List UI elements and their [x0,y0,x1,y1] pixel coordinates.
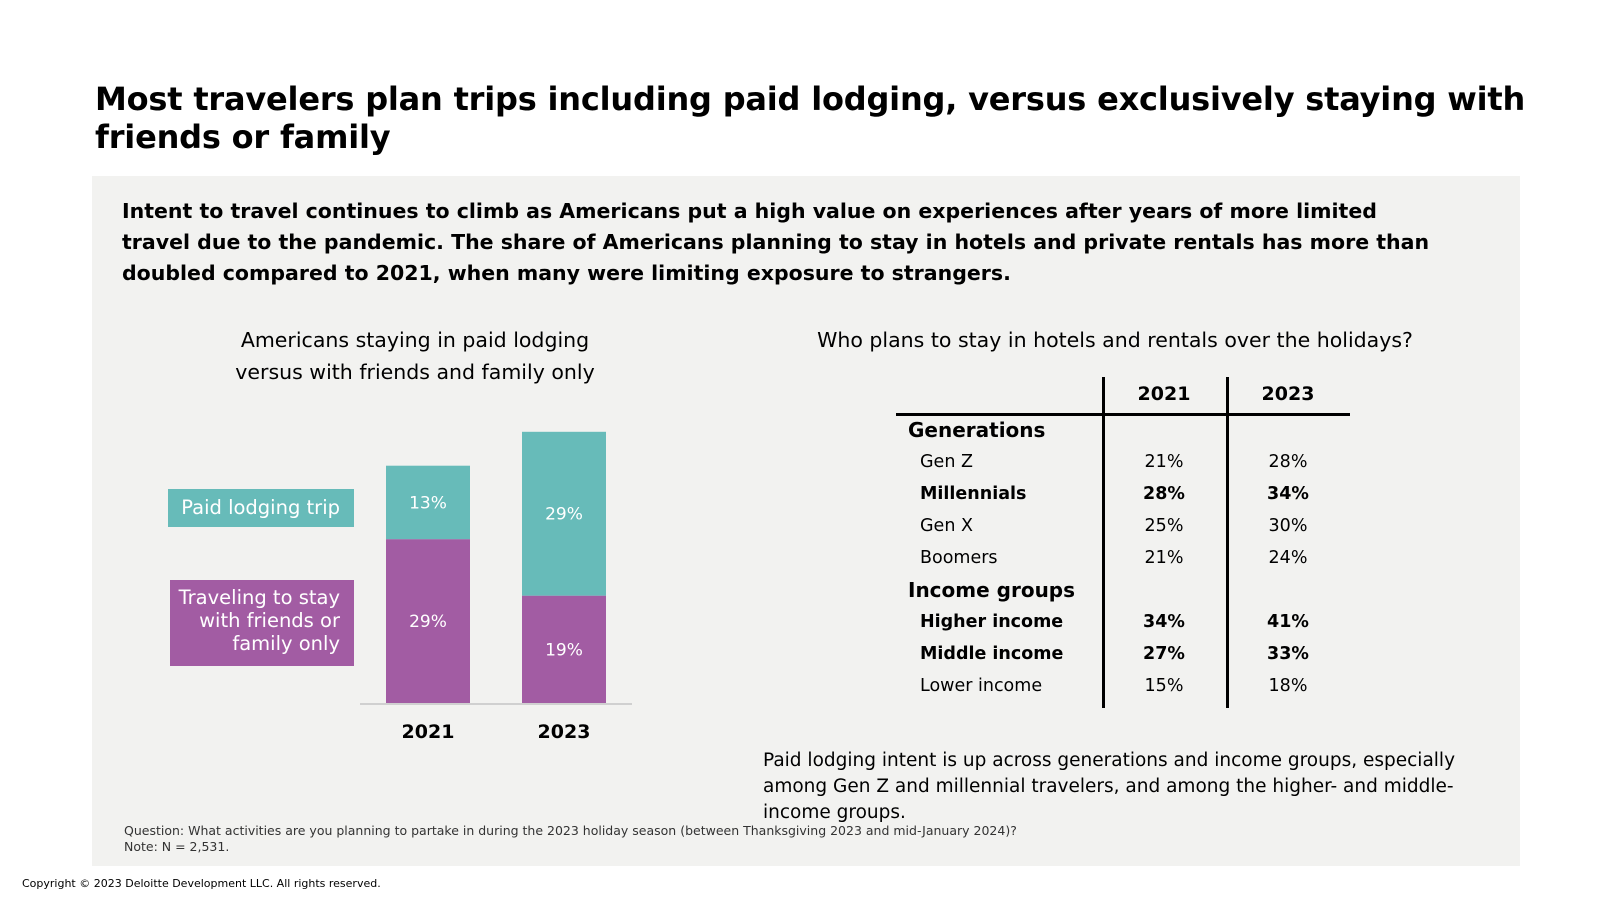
table-row-boomers: Boomers 21% 24% [896,542,1350,574]
lodging-table: 2021 2023 Generations Gen Z 21% 28% Millenni… [896,377,1350,710]
table-row-middle-income: Middle income 27% 33% [896,638,1350,670]
summary-text: Paid lodging intent is up across generat… [763,750,1456,823]
bar-2021-friends-family [386,539,470,703]
table-header-2023: 2023 [1261,383,1315,405]
chart-title-line-1: Americans staying in paid lodging [240,328,590,352]
row-label: Generations [908,418,1046,442]
value-2021: 28% [1143,484,1185,504]
x-axis-label-2021: 2021 [402,721,455,740]
bar-2023-paid-lodging [522,431,606,596]
value-2023: 34% [1267,484,1309,504]
source-note: Question: What activities are you planni… [124,823,1224,855]
row-label: Gen X [920,516,973,536]
value-2023: 24% [1268,548,1308,568]
bar-2021-paid-lodging [386,465,470,540]
legend-friends-line-1: Traveling to stay [178,586,340,609]
table-row-gen-x: Gen X 25% 30% [896,510,1350,542]
value-2021: 21% [1144,452,1184,472]
row-label: Millennials [920,484,1027,504]
bar-label-2021-friends-family: 29% [409,612,447,632]
table-group-income-groups: Income groups [896,574,1350,606]
note-question: Question: What activities are you planni… [124,823,1017,838]
table-header-rule [896,413,1350,416]
legend-friends-line-2: with friends or [199,609,340,632]
legend-paid-lodging: Paid lodging trip [168,489,354,527]
page-title: Most travelers plan trips including paid… [95,80,1526,156]
row-label: Lower income [920,676,1043,696]
legend-friends-family: Traveling to stay with friends or family… [170,580,354,666]
value-2021: 25% [1144,516,1184,536]
table-row-millennials: Millennials 28% 34% [896,478,1350,510]
value-2021: 15% [1144,676,1184,696]
legend-friends-line-3: family only [232,632,340,655]
row-label: Boomers [920,548,998,568]
intro-text: Intent to travel continues to climb as A… [122,199,1430,285]
bar-label-2023-friends-family: 19% [545,640,583,660]
copyright: Copyright © 2023 Deloitte Development LL… [22,877,381,890]
row-label: Gen Z [920,452,973,472]
value-2021: 27% [1143,644,1185,664]
value-2023: 28% [1268,452,1308,472]
note-sample-size: Note: N = 2,531. [124,839,230,854]
value-2021: 21% [1144,548,1184,568]
row-label: Income groups [908,578,1076,602]
bar-label-2021-paid-lodging: 13% [409,493,447,513]
value-2021: 34% [1143,612,1185,632]
value-2023: 41% [1267,612,1309,632]
table-group-generations: Generations [896,414,1350,446]
row-label: Middle income [920,644,1064,664]
table-divider-1 [1102,377,1105,708]
x-axis-label-2023: 2023 [538,721,591,740]
table-divider-2 [1226,377,1229,708]
table-row-lower-income: Lower income 15% 18% [896,670,1350,702]
table-header-2021: 2021 [1137,383,1191,405]
value-2023: 18% [1268,676,1308,696]
row-label: Higher income [920,612,1064,632]
table-row-gen-z: Gen Z 21% 28% [896,446,1350,478]
bar-label-2023-paid-lodging: 29% [545,505,583,525]
table-title: Who plans to stay in hotels and rentals … [817,328,1413,352]
bar-2023-friends-family [522,595,606,703]
stacked-bar-chart: 29% 13% 2021 19% 29% 2023 [360,431,632,740]
chart-title: Americans staying in paid lodging versus… [215,324,615,388]
value-2023: 33% [1267,644,1309,664]
value-2023: 30% [1268,516,1308,536]
table-row-higher-income: Higher income 34% 41% [896,606,1350,638]
chart-title-line-2: versus with friends and family only [235,360,595,384]
